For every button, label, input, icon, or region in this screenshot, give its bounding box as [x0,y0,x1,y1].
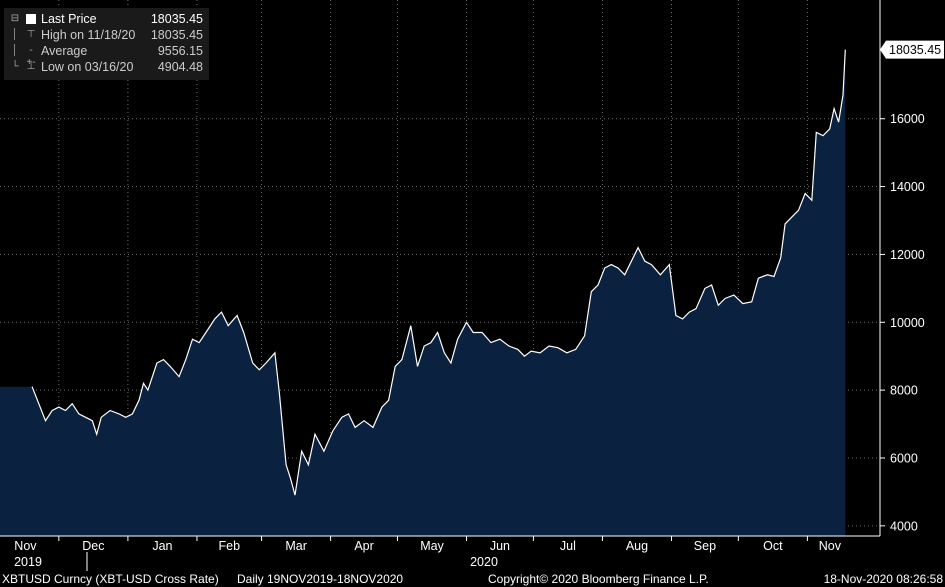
legend-value: 18035.45 [150,28,203,42]
price-line [31,49,846,496]
x-month-label: Oct [763,539,783,553]
high-marker-icon: ⊤ [26,29,36,40]
legend-label: High on 11/18/20 [41,28,136,42]
footer-copyright: Copyright© 2020 Bloomberg Finance L.P. [488,572,709,586]
last-price-tag-text: 18035.45 [889,43,941,57]
x-month-label: Jul [560,539,576,553]
collapse-icon[interactable]: ⊟ [10,13,20,24]
y-tick-label: 8000 [890,384,918,398]
x-month-label: Sep [694,539,716,553]
average-marker-icon: -+- [26,45,36,68]
last-price-label: 18035.45 [880,40,944,59]
legend-label: Last Price [41,12,97,26]
axes [0,0,881,537]
x-year-label: 2019 [14,555,42,569]
price-area [0,49,846,536]
tree-line-icon: │ [11,29,19,40]
x-month-label: Dec [82,539,104,553]
footer: XBTUSD Curncy (XBT-USD Cross Rate) Daily… [0,571,945,587]
y-tick-label: 14000 [890,180,925,194]
legend-value: 9556.15 [157,44,203,58]
x-month-label: Jan [152,539,172,553]
legend-label: Low on 03/16/20 [41,60,134,74]
legend: ⊟ Last Price 18035.45 │ ⊤ High on 11/18/… [4,8,209,80]
tree-line-icon: │ [11,45,19,56]
y-tick-label: 16000 [890,112,925,126]
x-month-label: May [420,539,444,553]
legend-high: │ ⊤ High on 11/18/20 18035.45 [4,27,209,43]
y-tick-label: 4000 [890,519,918,533]
last-price-tag [880,40,944,59]
legend-value: 4904.48 [157,60,203,74]
legend-label: Average [41,44,88,58]
low-marker-icon: ⊥ [26,61,36,72]
legend-last-price: ⊟ Last Price 18035.45 [4,11,209,27]
y-tick-label: 10000 [890,316,925,330]
last-price-swatch [26,14,36,24]
x-month-label: Nov [819,539,842,553]
legend-average: │ -+- Average 9556.15 [4,43,209,68]
x-month-label: Mar [285,539,307,553]
x-month-label: Nov [14,539,37,553]
x-year-label: 2020 [470,555,498,569]
x-axis: Nov Dec Jan Feb Mar Apr May Jun Jul Aug Sep Oct Nov 2… [14,536,842,571]
y-tick-label: 6000 [890,451,918,465]
price-chart: 4000 6000 8000 10000 12000 14000 16000 Nov Dec J… [0,0,945,571]
y-axis: 4000 6000 8000 10000 12000 14000 16000 [880,112,925,533]
footer-timestamp: 18-Nov-2020 08:26:58 [823,572,943,586]
footer-ticker: XBTUSD Curncy (XBT-USD Cross Rate) [2,572,219,586]
footer-range: Daily 19NOV2019-18NOV2020 [237,572,404,586]
x-month-label: Apr [354,539,373,553]
x-month-label: Feb [218,539,240,553]
x-month-label: Aug [626,539,648,553]
tree-line-icon: └ [11,61,19,72]
legend-value: 18035.45 [150,12,203,26]
legend-low: └ ⊥ Low on 03/16/20 4904.48 [4,59,209,75]
x-month-label: Jun [490,539,510,553]
y-tick-label: 12000 [890,248,925,262]
